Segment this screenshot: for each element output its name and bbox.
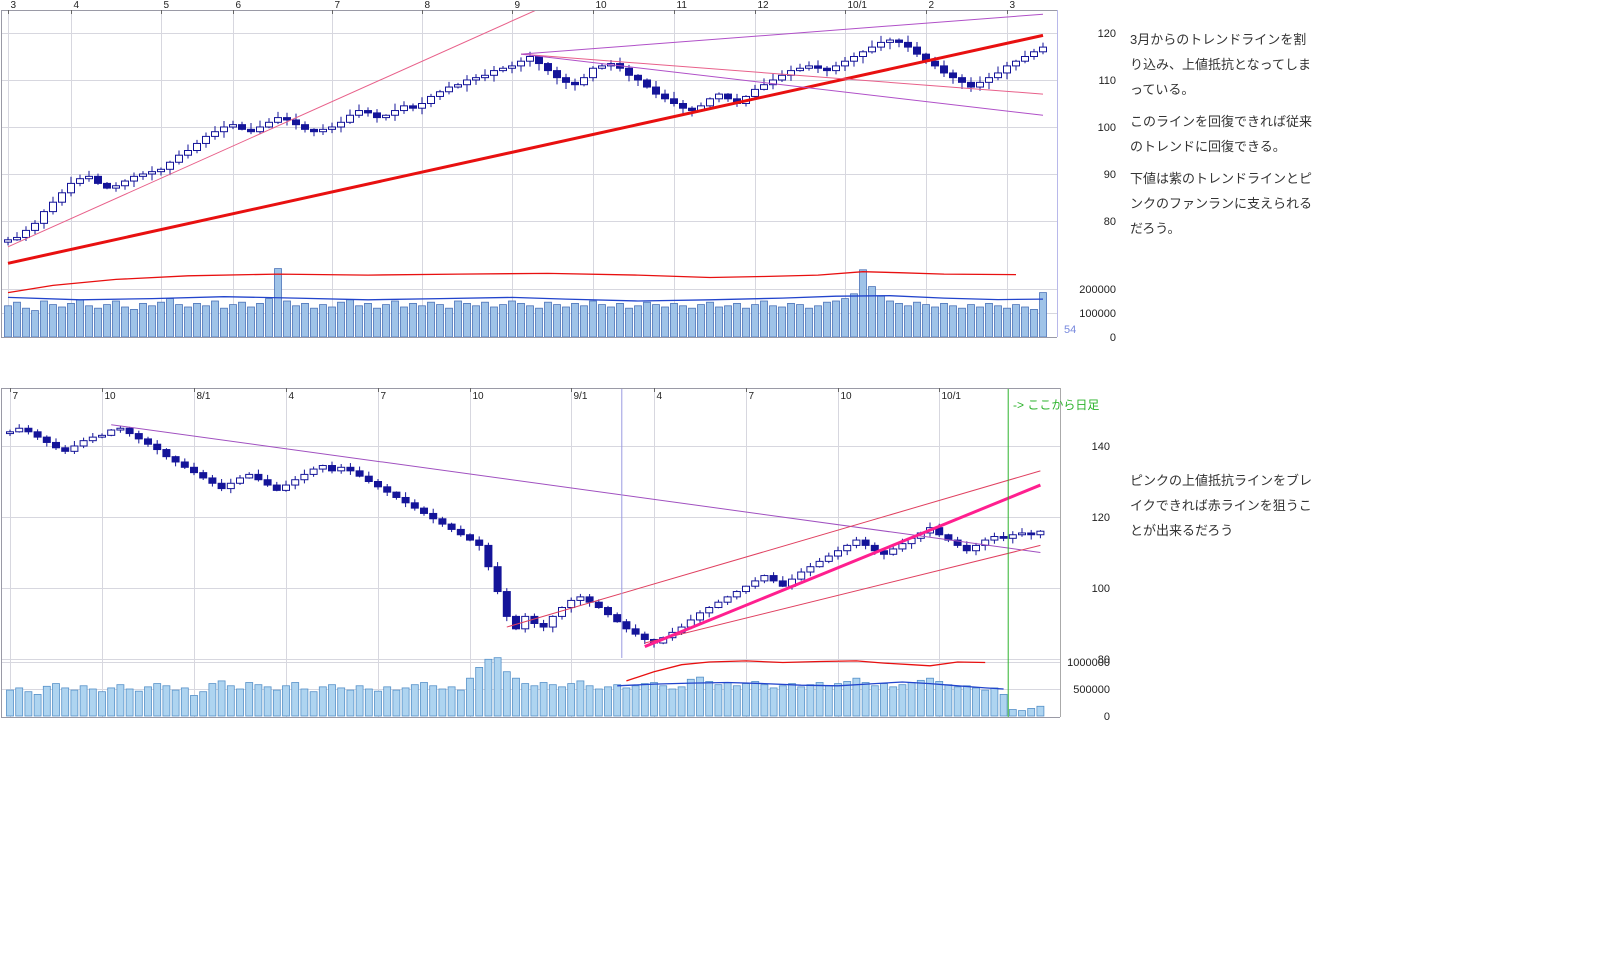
price-tick-label: 90 [1104,169,1116,181]
plot-border [1,388,1061,718]
x-tick-label: 10/1 [848,0,868,11]
pink-fan-line [7,10,538,248]
volume-ma-red [626,660,986,682]
x-tick-label: 5 [164,0,170,11]
red-channel-upper [506,470,1041,628]
volume-tick-label: 1000000 [1067,657,1110,669]
x-tick-label: 4 [74,0,80,11]
candlesticks [6,424,1045,648]
volume-bars [4,268,1047,338]
volume-tick-label: 0 [1104,711,1110,721]
x-axis: 7 10 8/1 4 7 10 9/1 4 7 10 10/1 [10,388,962,402]
x-tick-label: 4 [657,391,663,402]
x-tick-label: 4 [289,391,295,402]
gridlines [1,388,1060,717]
x-tick-label: 7 [749,391,755,402]
volume-ma-blue [7,295,1044,302]
y-axis: 120 110 100 90 80 200000 100000 0 [1079,28,1116,344]
volume-moving-averages [7,271,1044,302]
price-tick-label: 100 [1092,583,1110,595]
plot-border [1,10,1058,338]
x-tick-label: 7 [381,391,387,402]
x-tick-label: 12 [758,0,770,11]
purple-ascending-line [520,13,1044,55]
x-tick-label: 10 [473,391,485,402]
weekly-note-paragraph: 下値は紫のトレンドラインとピンクのファンランに支えられるだろう。 [1130,171,1313,236]
price-tick-label: 120 [1092,512,1110,524]
x-tick-label: 6 [236,0,242,11]
x-tick-label: 7 [335,0,341,11]
daily-chart-note: ピンクの上値抵抗ラインをブレイクできれば赤ラインを狙うことが出来るだろう [1130,468,1316,550]
volume-tick-label: 0 [1110,332,1116,344]
x-tick-label: 3 [1010,0,1016,11]
weekly-candlestick-chart: 3 4 5 6 7 8 9 10 11 12 10/1 2 3 120 110 100 90 80 200000 10… [1,0,1116,344]
volume-ma-red [7,271,1017,294]
x-tick-label: 10 [596,0,608,11]
price-tick-label: 110 [1098,75,1116,87]
volume-tick-label: 500000 [1073,684,1110,696]
volume-moving-averages [617,660,1004,690]
price-tick-label: 140 [1092,441,1110,453]
price-tick-label: 120 [1098,28,1116,40]
x-tick-label: 10 [105,391,117,402]
volume-tick-label: 100000 [1079,308,1116,320]
volume-bars [6,657,1045,717]
price-tick-label: 80 [1098,654,1110,666]
weekly-chart-note: 3月からのトレンドラインを割り込み、上値抵抗となってしまっている。 このラインを… [1130,27,1316,248]
x-tick-label: 7 [13,391,19,402]
x-tick-label: 2 [929,0,935,11]
trend-lines [7,10,1044,265]
price-tick-label: 100 [1098,122,1116,134]
purple-descending-trendline [111,424,1041,553]
x-tick-label: 3 [11,0,17,11]
x-tick-label: 8 [425,0,431,11]
thick-red-trendline [7,33,1044,265]
weekly-note-paragraph: 3月からのトレンドラインを割り込み、上値抵抗となってしまっている。 [1130,32,1311,97]
daily-note-paragraph: ピンクの上値抵抗ラインをブレイクできれば赤ラインを狙うことが出来るだろう [1130,473,1313,538]
x-tick-label: 8/1 [197,391,211,402]
x-tick-label: 9/1 [574,391,588,402]
candlesticks [4,35,1047,246]
thick-pink-resistance [644,483,1041,648]
volume-ma-blue [617,681,1004,690]
x-tick-label: 10 [841,391,853,402]
x-tick-label: 11 [677,0,688,11]
red-channel-lower [644,544,1041,644]
daily-start-marker-label: -> ここから日足 [1013,398,1100,412]
x-tick-label: 10/1 [942,391,962,402]
bar-count-label: 54 [1064,324,1077,336]
purple-descending-line [520,53,1044,116]
price-tick-label: 80 [1104,216,1116,228]
trend-lines [111,424,1041,648]
weekly-note-paragraph: このラインを回復できれば従来のトレンドに回復できる。 [1130,114,1313,154]
pink-descending-line [520,53,1044,95]
x-axis: 3 4 5 6 7 8 9 10 11 12 10/1 2 3 [8,0,1016,14]
volume-tick-label: 200000 [1079,284,1116,296]
x-tick-label: 9 [515,0,521,11]
